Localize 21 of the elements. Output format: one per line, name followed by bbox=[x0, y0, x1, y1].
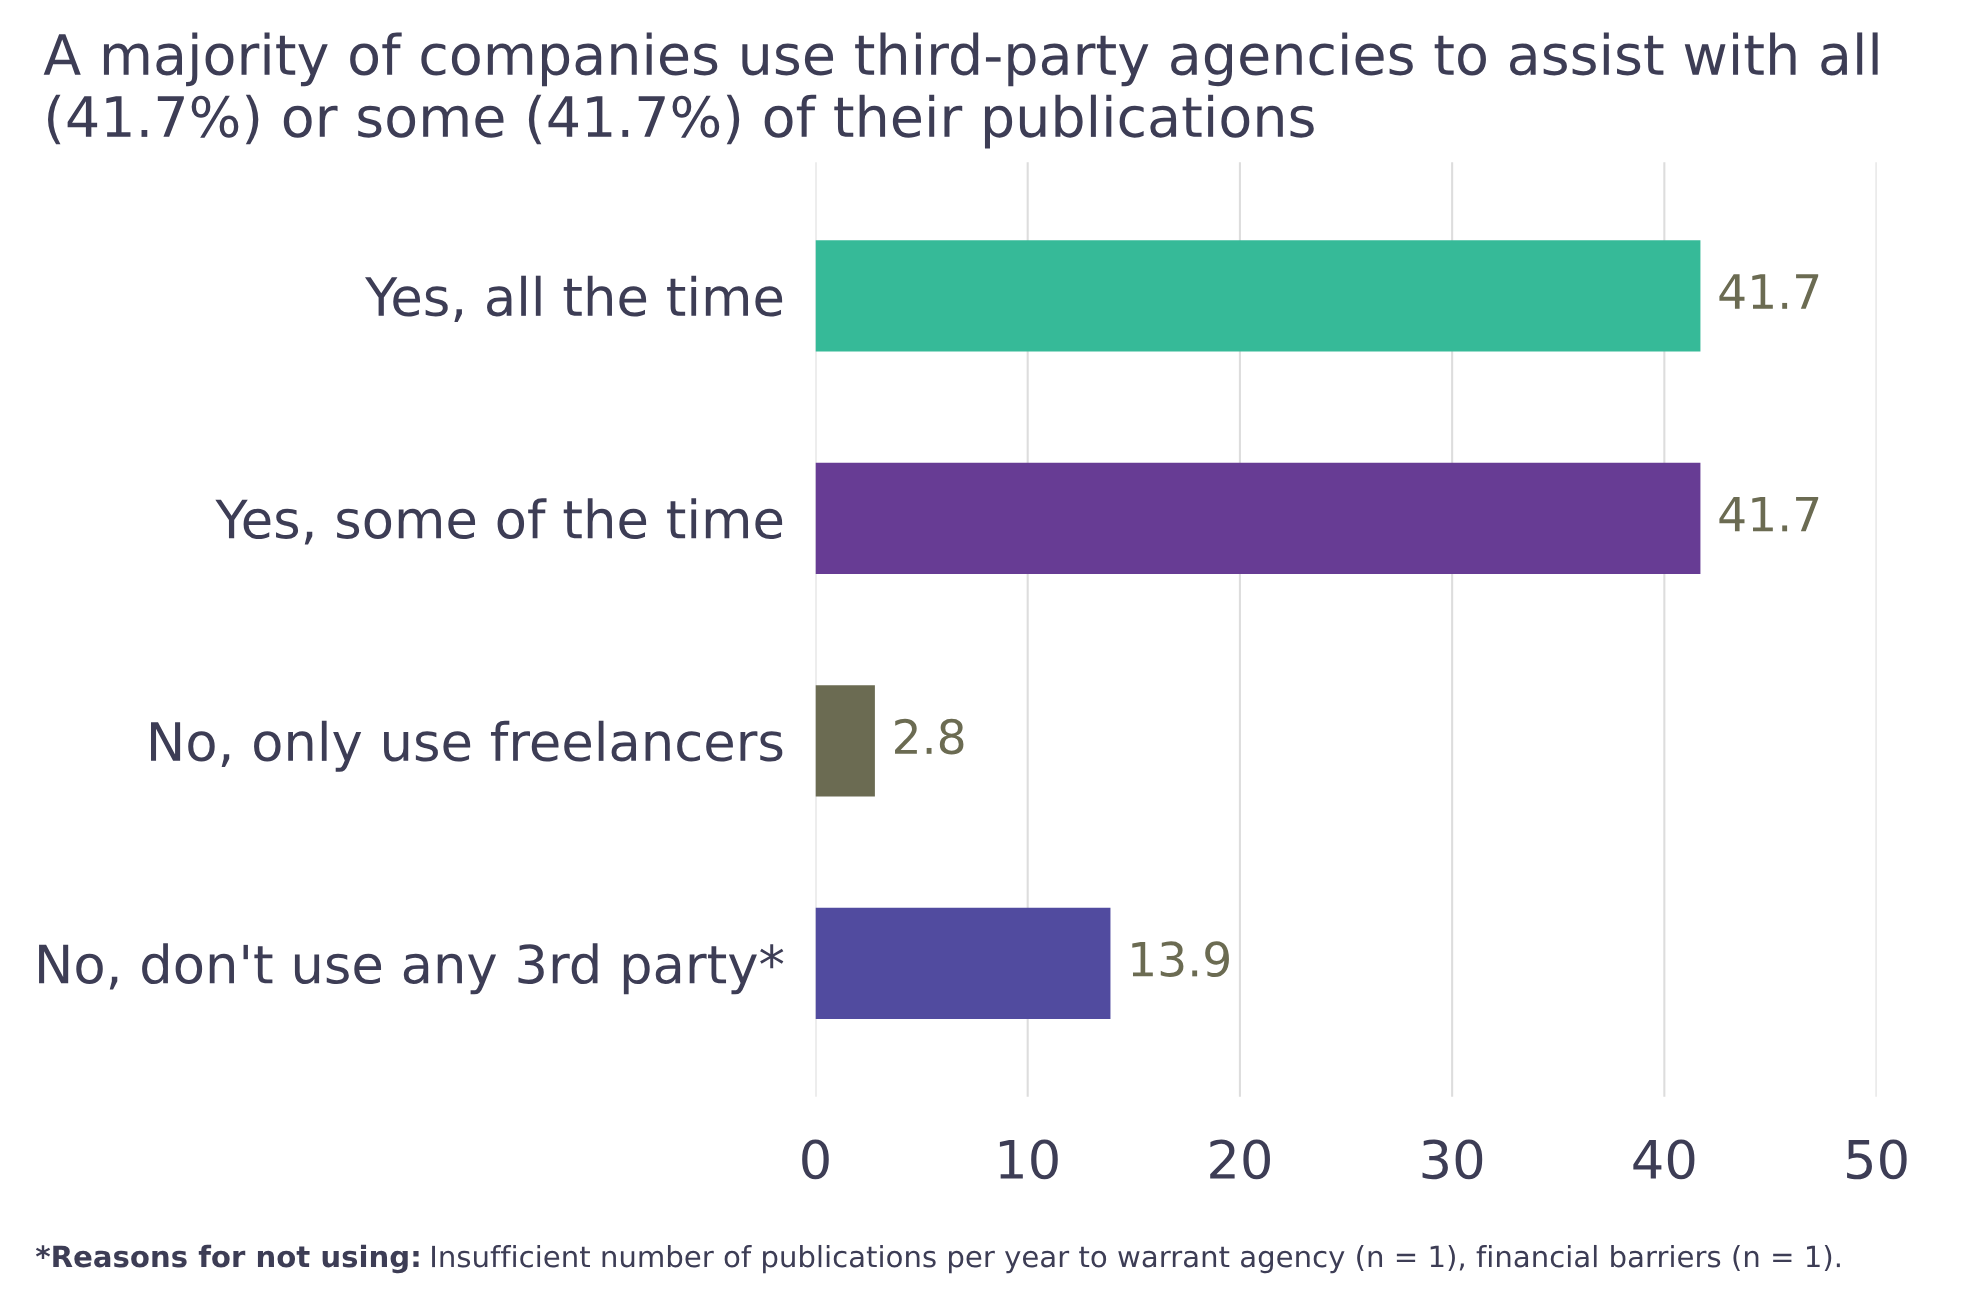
x-tick-label: 50 bbox=[1847, 1139, 1907, 1180]
text: *Reasons for not using: bbox=[35, 1244, 419, 1274]
bar bbox=[815, 462, 1701, 574]
chart-title: A majority of companies use third-party agencies to assist with all (41.7%) or some (41.7%) of their publications bbox=[43, 32, 1878, 149]
x-tick-label: 40 bbox=[1633, 1139, 1695, 1180]
data-label: 13.9 bbox=[1132, 941, 1229, 977]
data-label: 2.8 bbox=[895, 718, 964, 755]
bar bbox=[815, 685, 875, 797]
bar bbox=[815, 907, 1111, 1019]
bar bbox=[815, 240, 1701, 352]
data-label: 41.7 bbox=[1719, 496, 1819, 532]
text: Insufficient number of publications per year to warrant agency (n = 1), financial barriers (n = 1). bbox=[432, 1244, 1840, 1274]
data-label: 41.7 bbox=[1719, 274, 1819, 309]
y-tick-label: Yes, some of the time bbox=[215, 498, 783, 545]
x-tick-label: 0 bbox=[802, 1139, 829, 1180]
x-tick-label: 10 bbox=[999, 1139, 1058, 1180]
y-tick-label: Yes, all the time bbox=[364, 275, 783, 322]
x-tick-label: 30 bbox=[1422, 1139, 1483, 1180]
y-tick-label: No, don't use any 3rd party* bbox=[39, 943, 784, 995]
y-tick-label: No, only use freelancers bbox=[150, 720, 783, 772]
x-tick-label: 20 bbox=[1210, 1139, 1270, 1180]
